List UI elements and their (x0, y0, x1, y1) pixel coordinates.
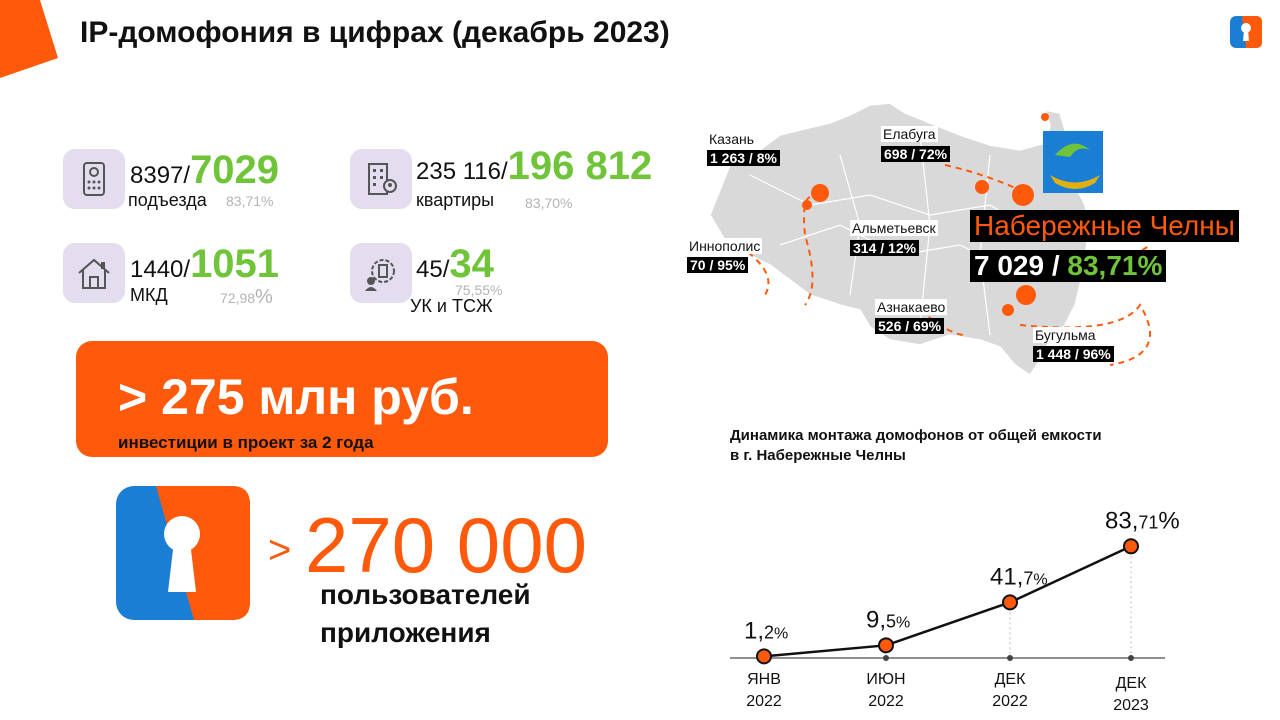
users-label-line2: приложения (320, 617, 491, 648)
users-count: 270 000 (305, 501, 587, 589)
houses-stat: 1440/1051 (130, 242, 279, 287)
entrances-label: подъезда (128, 190, 207, 210)
apartments-total: 235 116/ (416, 158, 508, 185)
investment-caption: инвестиции в проект за 2 года (118, 433, 374, 452)
city-value-almetyevsk: 314 / 12% (850, 240, 920, 256)
city-value-elabuga: 698 / 72% (881, 146, 951, 162)
entrances-stat: 8397/7029 (130, 148, 279, 193)
entrances-total: 8397/ (130, 162, 191, 189)
management-company-icon (350, 243, 412, 303)
map-dot-chelny (1012, 184, 1034, 206)
city-name-aznakaevo: Азнакаево (875, 299, 948, 315)
data-point (756, 648, 772, 665)
city-value-bugulma: 1 448 / 96% (1033, 346, 1114, 362)
data-label: 9,5% (866, 606, 910, 633)
houses-pct: 72,98% (220, 286, 273, 308)
highlight-city-name: Набережные Челны (970, 210, 1239, 242)
investment-amount: > 275 млн руб. (118, 369, 474, 425)
x-tick-label: ДЕК (995, 671, 1027, 688)
x-tick-label: 2023 (1113, 697, 1149, 714)
entrances-pct: 83,71% (226, 193, 274, 209)
houses-total: 1440/ (130, 256, 191, 283)
houses-value: 1051 (190, 242, 280, 286)
app-logo-icon (1230, 16, 1262, 48)
data-label: 41,7% (990, 563, 1048, 590)
companies-stat: 45/34 (416, 242, 494, 287)
map-dot-north (1041, 113, 1049, 121)
city-name-elabuga: Елабуга (881, 126, 938, 142)
apartments-label: квартиры (416, 190, 495, 210)
x-tick-label: 2022 (868, 693, 904, 710)
users-label: пользователей приложения (320, 576, 531, 652)
coat-of-arms-icon (1043, 131, 1103, 193)
map-dot-kazan (811, 184, 829, 202)
users-label-line1: пользователей (320, 579, 531, 610)
houses-label: МКД (130, 285, 168, 305)
map-dot-aznakaevo (1002, 304, 1014, 316)
x-tick-label: ЯНВ (747, 671, 781, 688)
apartments-value: 196 812 (507, 144, 653, 188)
city-value-aznakaevo: 526 / 69% (875, 318, 945, 334)
companies-total: 45/ (416, 256, 450, 283)
city-name-bugulma: Бугульма (1033, 327, 1098, 343)
house-icon (63, 243, 125, 303)
x-tick-label: ИЮН (866, 671, 905, 688)
apartments-pct: 83,70% (525, 195, 573, 211)
x-tick-dot (1007, 655, 1013, 661)
x-tick-label: 2022 (746, 693, 782, 710)
data-point (878, 637, 894, 654)
city-value-innopolis: 70 / 95% (687, 257, 749, 273)
chart-title: Динамика монтажа домофонов от общей емко… (730, 427, 1102, 464)
region-map (709, 102, 1151, 377)
apartments-stat: 235 116/196 812 (416, 144, 652, 189)
map-dot-elabuga (975, 180, 989, 194)
page-title: IP-домофония в цифрах (декабрь 2023) (80, 16, 670, 49)
companies-pct: 75,55% (455, 282, 503, 298)
data-label: 1,2% (744, 617, 788, 644)
series-line (763, 545, 1132, 658)
corner-decoration (0, 0, 58, 78)
app-keyhole-logo-icon (116, 486, 250, 620)
x-tick-label: 2022 (992, 693, 1028, 710)
intercom-icon (63, 149, 125, 209)
x-tick-dot (1128, 655, 1134, 661)
highlight-city-value: 7 029 / 83,71% (970, 250, 1167, 282)
x-tick-dot (883, 655, 889, 661)
map-dot-bugulma (1016, 285, 1036, 305)
users-prefix: > (268, 528, 292, 572)
companies-value: 34 (449, 242, 494, 286)
progress-line-chart: 1,2% ЯНВ 2022 9,5% ИЮН 2022 41,7% ДЕК 2022 83,71%… (730, 507, 1180, 714)
building-icon (350, 149, 412, 209)
city-value-kazan: 1 263 / 8% (707, 150, 780, 166)
city-name-innopolis: Иннополис (687, 238, 763, 254)
companies-label: УК и ТСЖ (410, 296, 493, 316)
city-name-almetyevsk: Альметьевск (850, 220, 938, 236)
x-tick-label: ДЕК (1116, 675, 1148, 692)
data-point (1123, 538, 1139, 555)
city-name-kazan: Казань (707, 131, 757, 147)
data-label: 83,71% (1105, 507, 1180, 534)
investment-banner (76, 341, 608, 457)
map-dot-innopolis (802, 200, 812, 210)
data-point (1002, 594, 1018, 611)
entrances-value: 7029 (190, 148, 280, 192)
